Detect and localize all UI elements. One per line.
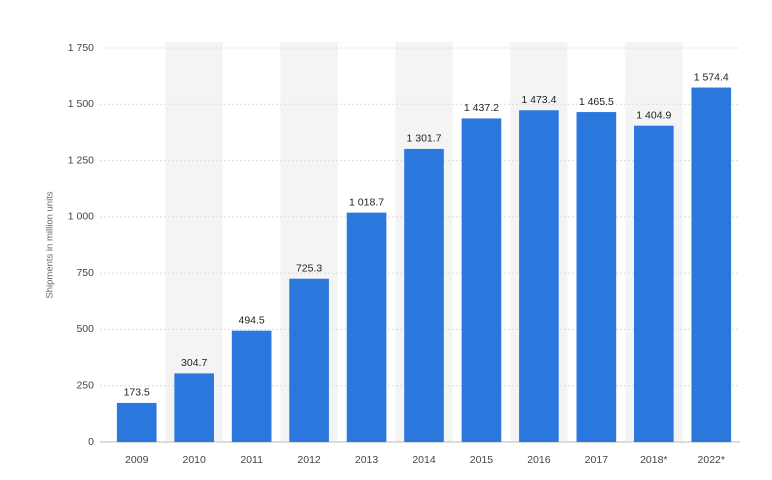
x-tick-label: 2010 bbox=[183, 454, 207, 466]
y-tick-label: 750 bbox=[76, 267, 94, 279]
bar bbox=[404, 148, 444, 442]
x-tick-label: 2022* bbox=[698, 454, 725, 466]
bar bbox=[231, 330, 272, 442]
bar bbox=[576, 112, 617, 442]
value-label: 304.7 bbox=[181, 357, 207, 369]
x-tick-label: 2011 bbox=[240, 454, 263, 466]
y-tick-label: 1 500 bbox=[68, 98, 94, 110]
value-label: 173.5 bbox=[124, 387, 150, 399]
bar bbox=[174, 373, 215, 442]
value-label: 1 301.7 bbox=[406, 133, 441, 145]
value-label: 1 574.4 bbox=[694, 71, 729, 83]
y-axis-label: Shipments in million units bbox=[45, 191, 56, 298]
bar bbox=[633, 125, 674, 442]
y-tick-label: 1 000 bbox=[68, 211, 94, 223]
y-tick-label: 500 bbox=[76, 323, 94, 335]
value-label: 1 465.5 bbox=[579, 96, 614, 108]
value-label: 494.5 bbox=[238, 314, 264, 326]
x-tick-label: 2016 bbox=[527, 454, 551, 466]
value-label: 725.3 bbox=[296, 262, 322, 274]
x-tick-label: 2015 bbox=[470, 454, 494, 466]
x-tick-label: 2009 bbox=[125, 454, 149, 466]
x-tick-label: 2017 bbox=[585, 454, 609, 466]
value-label: 1 437.2 bbox=[464, 102, 499, 114]
bar bbox=[461, 118, 502, 442]
y-tick-label: 1 750 bbox=[68, 42, 94, 54]
x-tick-label: 2018* bbox=[640, 454, 667, 466]
y-tick-label: 0 bbox=[88, 436, 94, 448]
x-tick-label: 2014 bbox=[412, 454, 436, 466]
bar bbox=[116, 402, 157, 442]
bar bbox=[691, 87, 732, 442]
x-tick-label: 2012 bbox=[297, 454, 321, 466]
value-label: 1 404.9 bbox=[636, 109, 671, 121]
bar bbox=[519, 110, 559, 443]
y-tick-label: 1 250 bbox=[68, 154, 94, 166]
x-tick-label: 2013 bbox=[355, 454, 379, 466]
bar bbox=[346, 212, 387, 442]
y-tick-label: 250 bbox=[76, 379, 94, 391]
value-label: 1 473.4 bbox=[521, 94, 556, 106]
bar bbox=[289, 278, 329, 442]
value-label: 1 018.7 bbox=[349, 196, 384, 208]
